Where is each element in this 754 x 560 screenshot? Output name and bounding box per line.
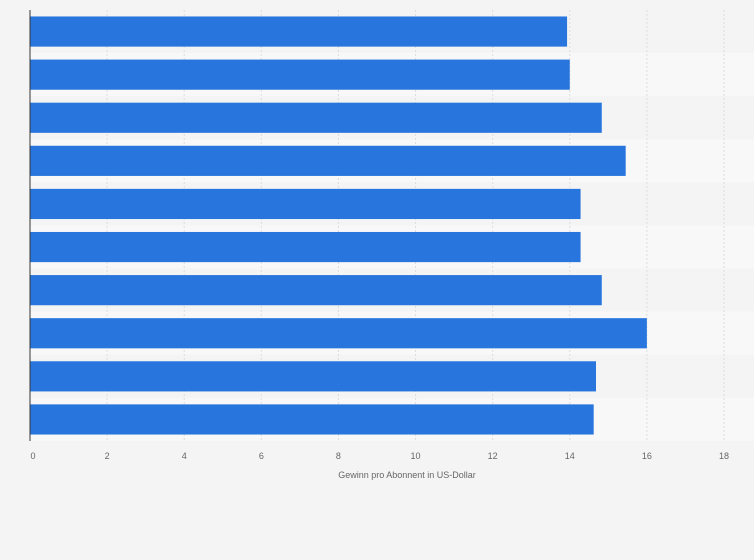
x-tick-label: 18: [719, 451, 729, 461]
bar: [30, 16, 568, 47]
bar: [30, 145, 626, 176]
bar: [30, 361, 596, 392]
bars: [30, 16, 647, 435]
x-tick-label: 14: [565, 451, 575, 461]
x-tick-labels: 0 2 4 6 8 10 12 14 16 18: [30, 451, 729, 461]
x-tick-label: 16: [642, 451, 652, 461]
x-tick-label: 4: [182, 451, 187, 461]
bar: [30, 102, 602, 133]
bar: [30, 59, 570, 90]
bar: [30, 275, 602, 306]
x-axis-title: Gewinn pro Abonnent in US-Dollar: [338, 470, 476, 480]
x-tick-label: 6: [259, 451, 264, 461]
x-tick-label: 0: [30, 451, 35, 461]
x-tick-label: 8: [336, 451, 341, 461]
x-tick-label: 2: [105, 451, 110, 461]
bar: [30, 188, 581, 220]
x-tick-label: 10: [411, 451, 421, 461]
x-tick-label: 12: [488, 451, 498, 461]
bar: [30, 404, 594, 435]
bar: [30, 231, 581, 263]
bar: [30, 318, 647, 349]
